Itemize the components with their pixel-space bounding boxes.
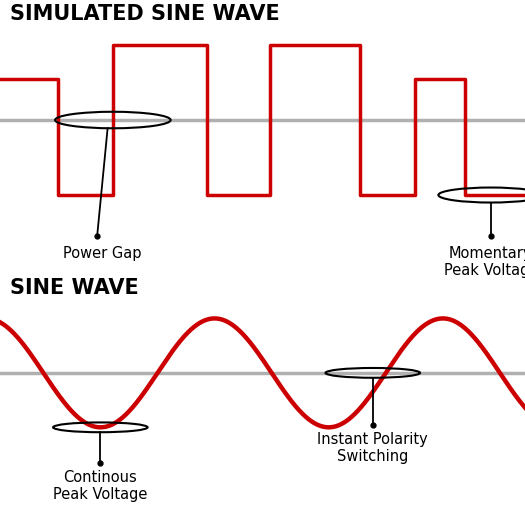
Text: Continous
Peak Voltage: Continous Peak Voltage xyxy=(53,470,148,502)
Text: Instant Polarity
Switching: Instant Polarity Switching xyxy=(318,432,428,464)
Text: Momentary
Peak Voltage: Momentary Peak Voltage xyxy=(444,246,525,278)
Text: SINE WAVE: SINE WAVE xyxy=(10,277,139,298)
Text: Power Gap: Power Gap xyxy=(63,246,142,261)
Text: SIMULATED SINE WAVE: SIMULATED SINE WAVE xyxy=(10,4,280,24)
